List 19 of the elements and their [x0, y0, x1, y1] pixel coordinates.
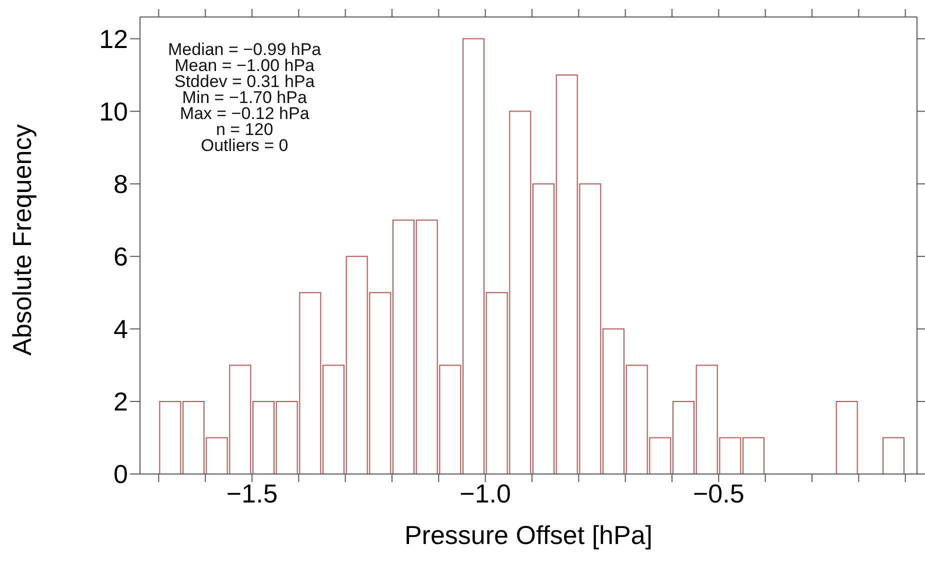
- text: Min = −1.70 hPa: [182, 88, 307, 107]
- y-tick-label: 4: [114, 314, 128, 344]
- y-tick-label: 6: [114, 242, 128, 272]
- y-tick-label: 2: [114, 386, 128, 417]
- x-tick-label: −1.5: [226, 478, 278, 508]
- y-tick-label: 10: [99, 96, 128, 127]
- y-tick-label: 12: [99, 24, 128, 54]
- text: Max = −0.12 hPa: [180, 104, 310, 123]
- x-tick-label: −0.5: [693, 478, 744, 508]
- x-tick-label: −1.0: [460, 478, 511, 508]
- text: Mean = −1.00 hPa: [174, 56, 314, 75]
- text: Outliers = 0: [200, 136, 288, 155]
- text: Median = −0.99 hPa: [168, 40, 322, 59]
- text: Stddev = 0.31 hPa: [174, 72, 315, 91]
- text: n = 120: [216, 120, 274, 139]
- x-axis-title: Pressure Offset [hPa]: [404, 520, 653, 550]
- y-axis-title: Absolute Frequency: [7, 124, 38, 356]
- y-tick-label: 0: [114, 459, 128, 490]
- y-tick-label: 8: [114, 169, 128, 200]
